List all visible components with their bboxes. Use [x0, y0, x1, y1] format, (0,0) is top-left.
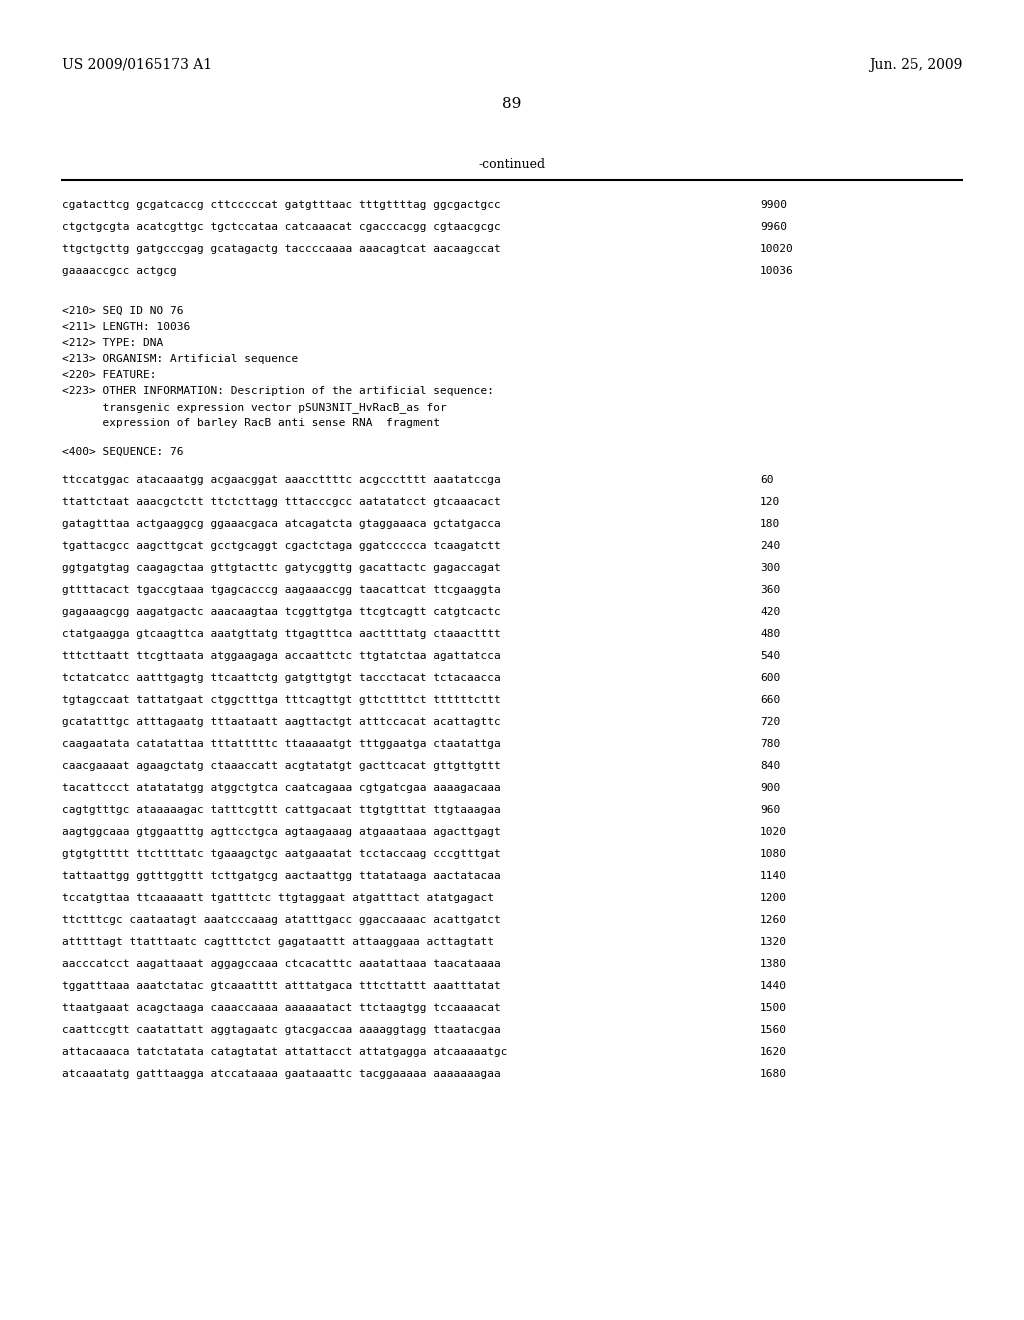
Text: tttcttaatt ttcgttaata atggaagaga accaattctc ttgtatctaa agattatcca: tttcttaatt ttcgttaata atggaagaga accaatt…	[62, 651, 501, 661]
Text: <400> SEQUENCE: 76: <400> SEQUENCE: 76	[62, 446, 183, 457]
Text: aacccatcct aagattaaat aggagccaaa ctcacatttc aaatattaaa taacataaaa: aacccatcct aagattaaat aggagccaaa ctcacat…	[62, 960, 501, 969]
Text: 1380: 1380	[760, 960, 787, 969]
Text: tattaattgg ggtttggttt tcttgatgcg aactaattgg ttatataaga aactatacaa: tattaattgg ggtttggttt tcttgatgcg aactaat…	[62, 871, 501, 880]
Text: gttttacact tgaccgtaaa tgagcacccg aagaaaccgg taacattcat ttcgaaggta: gttttacact tgaccgtaaa tgagcacccg aagaaac…	[62, 585, 501, 595]
Text: 240: 240	[760, 541, 780, 550]
Text: 10020: 10020	[760, 244, 794, 253]
Text: 1020: 1020	[760, 828, 787, 837]
Text: ttgctgcttg gatgcccgag gcatagactg taccccaaaa aaacagtcat aacaagccat: ttgctgcttg gatgcccgag gcatagactg tacccca…	[62, 244, 501, 253]
Text: ctatgaagga gtcaagttca aaatgttatg ttgagtttca aacttttatg ctaaactttt: ctatgaagga gtcaagttca aaatgttatg ttgagtt…	[62, 630, 501, 639]
Text: transgenic expression vector pSUN3NIT_HvRacB_as for: transgenic expression vector pSUN3NIT_Hv…	[62, 401, 446, 413]
Text: 1560: 1560	[760, 1026, 787, 1035]
Text: 840: 840	[760, 762, 780, 771]
Text: 540: 540	[760, 651, 780, 661]
Text: <212> TYPE: DNA: <212> TYPE: DNA	[62, 338, 163, 347]
Text: 60: 60	[760, 475, 773, 484]
Text: ttccatggac atacaaatgg acgaacggat aaaccttttc acgccctttt aaatatccga: ttccatggac atacaaatgg acgaacggat aaacctt…	[62, 475, 501, 484]
Text: 780: 780	[760, 739, 780, 748]
Text: 180: 180	[760, 519, 780, 529]
Text: tgtagccaat tattatgaat ctggctttga tttcagttgt gttcttttct ttttttcttt: tgtagccaat tattatgaat ctggctttga tttcagt…	[62, 696, 501, 705]
Text: caacgaaaat agaagctatg ctaaaccatt acgtatatgt gacttcacat gttgttgttt: caacgaaaat agaagctatg ctaaaccatt acgtata…	[62, 762, 501, 771]
Text: tggatttaaa aaatctatac gtcaaatttt atttatgaca tttcttattt aaatttatat: tggatttaaa aaatctatac gtcaaatttt atttatg…	[62, 981, 501, 991]
Text: 120: 120	[760, 498, 780, 507]
Text: Jun. 25, 2009: Jun. 25, 2009	[868, 58, 962, 73]
Text: 10036: 10036	[760, 267, 794, 276]
Text: ttaatgaaat acagctaaga caaaccaaaa aaaaaatact ttctaagtgg tccaaaacat: ttaatgaaat acagctaaga caaaccaaaa aaaaaat…	[62, 1003, 501, 1012]
Text: caagaatata catatattaa tttatttttc ttaaaaatgt tttggaatga ctaatattga: caagaatata catatattaa tttatttttc ttaaaaa…	[62, 739, 501, 748]
Text: 9960: 9960	[760, 222, 787, 232]
Text: 89: 89	[503, 96, 521, 111]
Text: 600: 600	[760, 673, 780, 682]
Text: 660: 660	[760, 696, 780, 705]
Text: 1680: 1680	[760, 1069, 787, 1078]
Text: 900: 900	[760, 783, 780, 793]
Text: gaaaaccgcc actgcg: gaaaaccgcc actgcg	[62, 267, 177, 276]
Text: atttttagt ttatttaatc cagtttctct gagataattt attaaggaaa acttagtatt: atttttagt ttatttaatc cagtttctct gagataat…	[62, 937, 494, 946]
Text: 300: 300	[760, 564, 780, 573]
Text: 960: 960	[760, 805, 780, 814]
Text: 1200: 1200	[760, 894, 787, 903]
Text: atcaaatatg gatttaagga atccataaaa gaataaattc tacggaaaaa aaaaaaagaa: atcaaatatg gatttaagga atccataaaa gaataaa…	[62, 1069, 501, 1078]
Text: 1140: 1140	[760, 871, 787, 880]
Text: <211> LENGTH: 10036: <211> LENGTH: 10036	[62, 322, 190, 331]
Text: -continued: -continued	[478, 158, 546, 172]
Text: 1440: 1440	[760, 981, 787, 991]
Text: gatagtttaa actgaaggcg ggaaacgaca atcagatcta gtaggaaaca gctatgacca: gatagtttaa actgaaggcg ggaaacgaca atcagat…	[62, 519, 501, 529]
Text: cagtgtttgc ataaaaagac tatttcgttt cattgacaat ttgtgtttat ttgtaaagaa: cagtgtttgc ataaaaagac tatttcgttt cattgac…	[62, 805, 501, 814]
Text: 480: 480	[760, 630, 780, 639]
Text: 9900: 9900	[760, 201, 787, 210]
Text: 1080: 1080	[760, 849, 787, 859]
Text: <223> OTHER INFORMATION: Description of the artificial sequence:: <223> OTHER INFORMATION: Description of …	[62, 385, 494, 396]
Text: US 2009/0165173 A1: US 2009/0165173 A1	[62, 58, 212, 73]
Text: 1500: 1500	[760, 1003, 787, 1012]
Text: tccatgttaa ttcaaaaatt tgatttctc ttgtaggaat atgatttact atatgagact: tccatgttaa ttcaaaaatt tgatttctc ttgtagga…	[62, 894, 494, 903]
Text: 1260: 1260	[760, 915, 787, 925]
Text: ctgctgcgta acatcgttgc tgctccataa catcaaacat cgacccacgg cgtaacgcgc: ctgctgcgta acatcgttgc tgctccataa catcaaa…	[62, 222, 501, 232]
Text: 1620: 1620	[760, 1047, 787, 1057]
Text: aagtggcaaa gtggaatttg agttcctgca agtaagaaag atgaaataaa agacttgagt: aagtggcaaa gtggaatttg agttcctgca agtaaga…	[62, 828, 501, 837]
Text: ggtgatgtag caagagctaa gttgtacttc gatycggttg gacattactc gagaccagat: ggtgatgtag caagagctaa gttgtacttc gatycgg…	[62, 564, 501, 573]
Text: tacattccct atatatatgg atggctgtca caatcagaaa cgtgatcgaa aaaagacaaa: tacattccct atatatatgg atggctgtca caatcag…	[62, 783, 501, 793]
Text: <213> ORGANISM: Artificial sequence: <213> ORGANISM: Artificial sequence	[62, 354, 298, 363]
Text: 1320: 1320	[760, 937, 787, 946]
Text: gtgtgttttt ttcttttatc tgaaagctgc aatgaaatat tcctaccaag cccgtttgat: gtgtgttttt ttcttttatc tgaaagctgc aatgaaa…	[62, 849, 501, 859]
Text: <220> FEATURE:: <220> FEATURE:	[62, 370, 157, 380]
Text: expression of barley RacB anti sense RNA  fragment: expression of barley RacB anti sense RNA…	[62, 417, 440, 428]
Text: cgatacttcg gcgatcaccg cttcccccat gatgtttaac tttgttttag ggcgactgcc: cgatacttcg gcgatcaccg cttcccccat gatgttt…	[62, 201, 501, 210]
Text: tctatcatcc aatttgagtg ttcaattctg gatgttgtgt taccctacat tctacaacca: tctatcatcc aatttgagtg ttcaattctg gatgttg…	[62, 673, 501, 682]
Text: 420: 420	[760, 607, 780, 616]
Text: gagaaagcgg aagatgactc aaacaagtaa tcggttgtga ttcgtcagtt catgtcactc: gagaaagcgg aagatgactc aaacaagtaa tcggttg…	[62, 607, 501, 616]
Text: ttctttcgc caataatagt aaatcccaaag atatttgacc ggaccaaaac acattgatct: ttctttcgc caataatagt aaatcccaaag atatttg…	[62, 915, 501, 925]
Text: <210> SEQ ID NO 76: <210> SEQ ID NO 76	[62, 306, 183, 315]
Text: attacaaaca tatctatata catagtatat attattacct attatgagga atcaaaaatgc: attacaaaca tatctatata catagtatat attatta…	[62, 1047, 508, 1057]
Text: ttattctaat aaacgctctt ttctcttagg tttacccgcc aatatatcct gtcaaacact: ttattctaat aaacgctctt ttctcttagg tttaccc…	[62, 498, 501, 507]
Text: 360: 360	[760, 585, 780, 595]
Text: tgattacgcc aagcttgcat gcctgcaggt cgactctaga ggatccccca tcaagatctt: tgattacgcc aagcttgcat gcctgcaggt cgactct…	[62, 541, 501, 550]
Text: gcatatttgc atttagaatg tttaataatt aagttactgt atttccacat acattagttc: gcatatttgc atttagaatg tttaataatt aagttac…	[62, 717, 501, 727]
Text: 720: 720	[760, 717, 780, 727]
Text: caattccgtt caatattatt aggtagaatc gtacgaccaa aaaaggtagg ttaatacgaa: caattccgtt caatattatt aggtagaatc gtacgac…	[62, 1026, 501, 1035]
